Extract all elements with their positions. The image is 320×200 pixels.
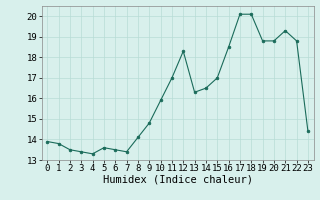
X-axis label: Humidex (Indice chaleur): Humidex (Indice chaleur) bbox=[103, 175, 252, 185]
